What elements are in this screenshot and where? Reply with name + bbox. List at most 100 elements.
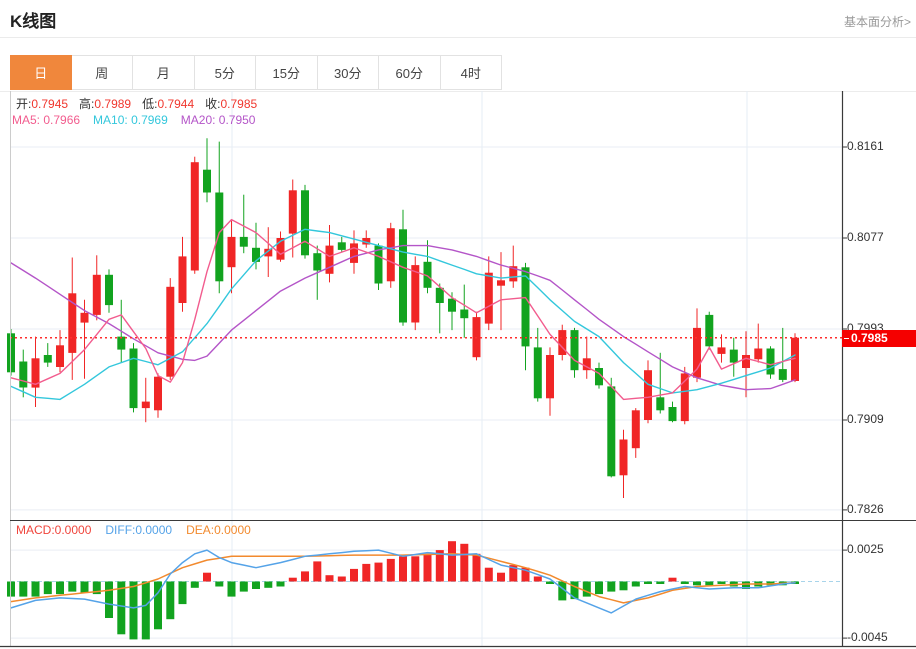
ma20-value: MA20: 0.7950 xyxy=(180,113,256,127)
macd-hist-bar xyxy=(252,581,260,589)
candle-body xyxy=(607,386,616,477)
low-label: 低: xyxy=(142,97,158,111)
candle-body xyxy=(705,314,714,347)
macd-hist-bar xyxy=(435,550,444,582)
macd-hist-bar xyxy=(693,581,701,586)
macd-hist-bar xyxy=(178,581,187,605)
fundamental-analysis-link[interactable]: 基本面分析> xyxy=(843,15,911,29)
macd-hist-bar xyxy=(92,581,101,595)
diff-value: DIFF:0.0000 xyxy=(105,523,173,537)
candle-body xyxy=(288,190,297,234)
tab-30min[interactable]: 30分 xyxy=(317,55,379,90)
tab-4hour[interactable]: 4时 xyxy=(440,55,502,90)
macd-hist-bar xyxy=(362,563,371,582)
macd-hist-bar xyxy=(399,556,407,582)
macd-hist-bar xyxy=(68,581,77,592)
candle-body xyxy=(43,355,52,363)
macd-hist-bar xyxy=(264,581,273,588)
macd-hist-bar xyxy=(350,568,358,582)
candle-body xyxy=(190,162,199,271)
tab-5min[interactable]: 5分 xyxy=(194,55,256,90)
candle-body xyxy=(411,265,420,323)
macd-hist-bar xyxy=(80,581,89,593)
tab-month[interactable]: 月 xyxy=(133,55,195,90)
candle-body xyxy=(337,242,346,250)
candle-body xyxy=(717,347,726,354)
interval-tab-bar: 日周月 5分 15分 30分 60分 4时 xyxy=(0,55,916,92)
macd-hist-bar xyxy=(313,561,322,582)
candle-body xyxy=(619,439,628,476)
candle-body xyxy=(399,229,407,323)
macd-value: MACD:0.0000 xyxy=(16,523,92,537)
candle-body xyxy=(644,370,652,420)
macd-hist-bar xyxy=(56,581,64,595)
candle-body xyxy=(252,247,260,262)
macd-hist-bar xyxy=(166,581,175,620)
candle-body xyxy=(374,245,383,284)
macd-hist-bar xyxy=(448,541,456,582)
candle-body xyxy=(117,336,126,350)
candle-body xyxy=(325,245,334,274)
macd-hist-bar xyxy=(227,581,236,597)
macd-hist-bar xyxy=(386,558,395,582)
ohlc-info-bar: 开:0.7945 高:0.7989 低:0.7944 收:0.7985 xyxy=(16,95,268,112)
candle-body xyxy=(680,373,689,422)
tab-day[interactable]: 日 xyxy=(10,55,72,90)
candle-body xyxy=(631,410,640,449)
ma5-value: MA5: 0.7966 xyxy=(12,113,81,127)
candle-body xyxy=(56,345,64,367)
candle-body xyxy=(509,266,518,282)
axis-tick-label: 0.7826 xyxy=(847,501,884,516)
candle-body xyxy=(105,274,113,306)
macd-hist-bar xyxy=(546,581,554,584)
candle-body xyxy=(484,272,493,324)
candle-body xyxy=(595,368,603,386)
candle-body xyxy=(362,238,371,245)
macd-hist-bar xyxy=(680,581,689,584)
diff-line xyxy=(10,549,796,614)
candle-body xyxy=(791,337,799,381)
candle-body xyxy=(742,355,750,368)
macd-hist-bar xyxy=(374,562,383,582)
macd-hist-bar xyxy=(203,572,211,582)
macd-hist-bar xyxy=(411,556,420,582)
open-label: 开: xyxy=(16,97,32,111)
ma10-line xyxy=(10,228,796,401)
macd-hist-bar xyxy=(472,553,481,582)
candle-body xyxy=(203,169,211,193)
macd-hist-bar xyxy=(509,565,518,582)
macd-hist-bar xyxy=(497,572,505,582)
macd-hist-bar xyxy=(276,581,285,587)
candle-body xyxy=(460,309,469,319)
candle-body xyxy=(80,312,89,323)
candle-body xyxy=(693,327,701,378)
candle-body xyxy=(68,293,77,353)
candle-body xyxy=(31,358,40,388)
candle-body xyxy=(668,407,677,422)
macd-hist-bar xyxy=(19,581,28,597)
candle-body xyxy=(497,280,505,286)
macd-info-bar: MACD:0.0000 DIFF:0.0000 DEA:0.0000 xyxy=(16,523,265,537)
macd-hist-bar xyxy=(117,581,126,635)
macd-hist-bar xyxy=(141,581,150,640)
axis-tick-label: 0.0025 xyxy=(847,542,884,557)
tab-60min[interactable]: 60分 xyxy=(379,55,441,90)
macd-hist-bar xyxy=(705,581,714,586)
macd-hist-bar xyxy=(325,575,334,582)
macd-hist-bar xyxy=(595,581,603,595)
candle-body xyxy=(386,228,395,282)
ma5-line xyxy=(10,218,796,401)
macd-hist-bar xyxy=(337,576,346,582)
tab-15min[interactable]: 15分 xyxy=(256,55,318,90)
macd-hist-bar xyxy=(484,567,493,582)
macd-hist-bar xyxy=(460,543,469,582)
candle-body xyxy=(276,238,285,260)
badge-tick-dash xyxy=(844,337,849,339)
tab-week[interactable]: 周 xyxy=(71,55,133,90)
current-price-badge: 0.7985 xyxy=(842,329,916,347)
candle-body xyxy=(227,236,236,268)
candle-body xyxy=(448,298,456,312)
candle-body xyxy=(582,358,591,371)
